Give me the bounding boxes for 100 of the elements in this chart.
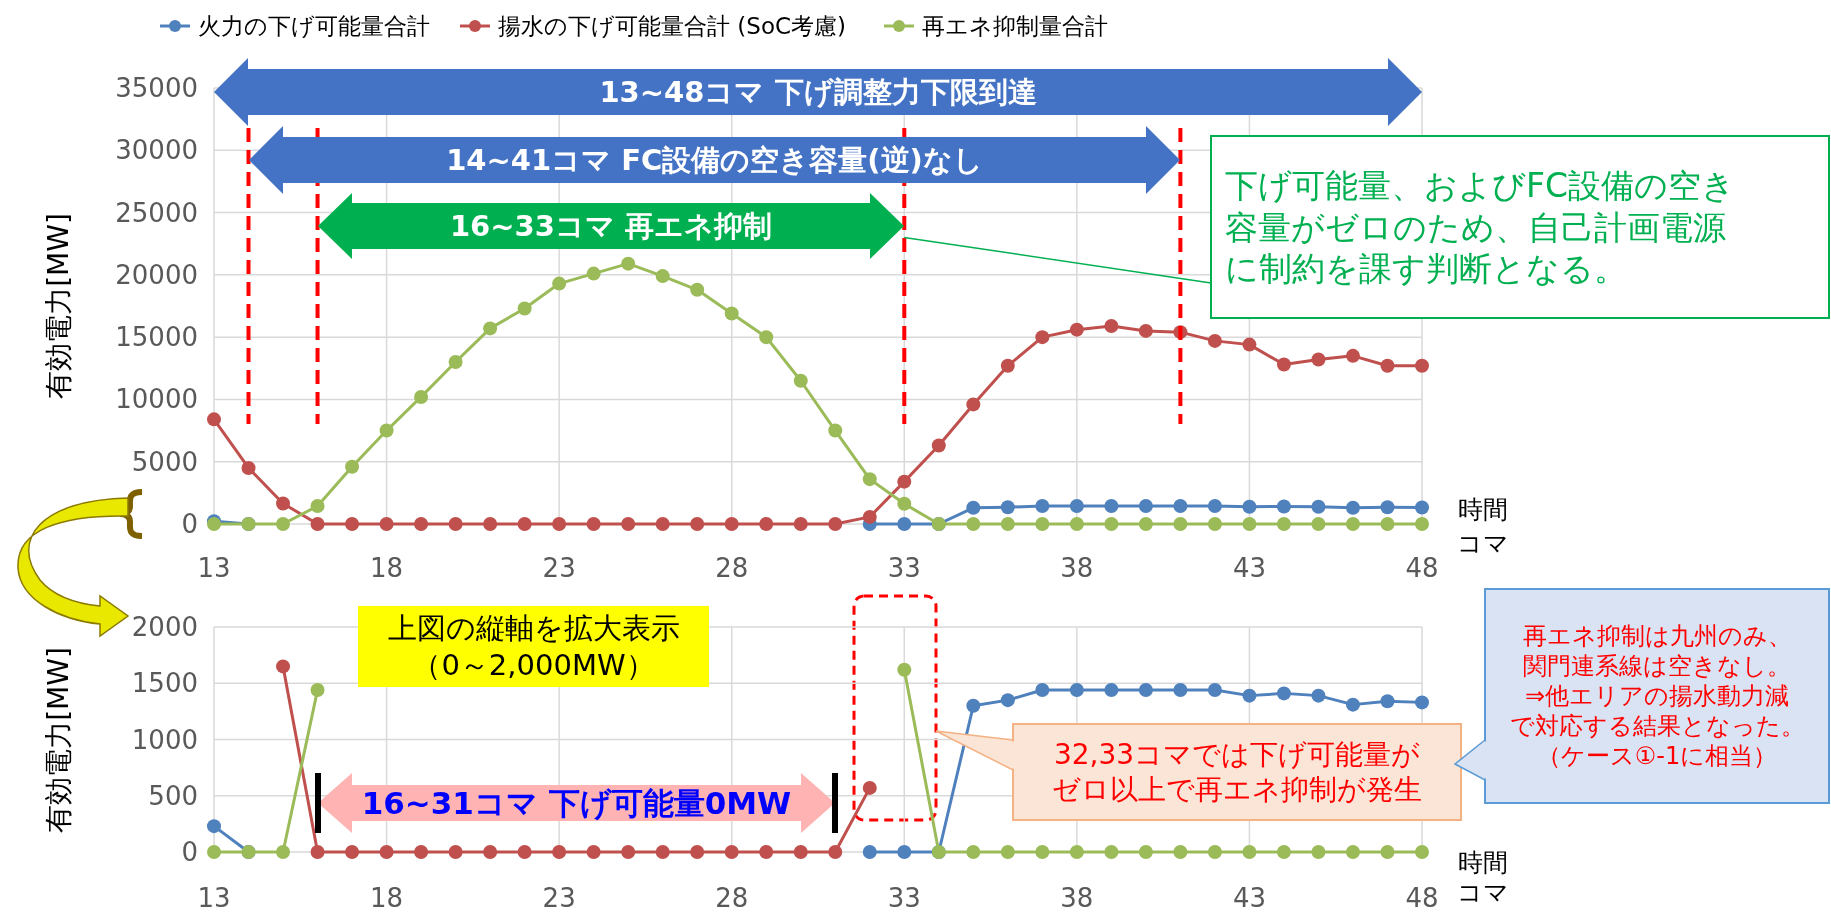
y-tick-label: 0 — [181, 837, 198, 867]
point — [552, 517, 567, 531]
point — [207, 819, 221, 834]
x-axis-title: 時間コマ — [1457, 847, 1509, 907]
point — [241, 460, 256, 475]
y-tick-label: 5000 — [131, 446, 198, 477]
legend-label: 揚水の下げ可能量合計 (SoC考慮) — [498, 13, 846, 39]
point — [1035, 330, 1050, 345]
point — [759, 845, 774, 859]
point — [1173, 683, 1188, 697]
point — [345, 459, 360, 474]
point — [1138, 517, 1153, 531]
point — [1000, 845, 1015, 859]
annotation: 上図の縦軸を拡大表示（0～2,000MW） — [387, 611, 680, 682]
point — [966, 698, 981, 713]
point — [276, 517, 291, 531]
annotation: 16~31コマ 下げ可能量0MW — [361, 785, 792, 821]
point — [483, 321, 498, 336]
point — [1242, 845, 1257, 859]
point — [1345, 500, 1360, 515]
point — [1380, 845, 1395, 859]
point — [1000, 500, 1015, 515]
point — [1069, 683, 1084, 697]
legend-label: 火力の下げ可能量合計 — [198, 13, 430, 39]
point — [931, 438, 946, 453]
point — [448, 517, 463, 531]
y-tick-label: 0 — [181, 509, 198, 539]
point — [966, 397, 981, 412]
point — [379, 845, 394, 859]
point — [862, 780, 877, 795]
point — [655, 845, 670, 859]
point — [552, 276, 567, 291]
point — [1380, 694, 1395, 709]
x-axis-title: 時間コマ — [1457, 494, 1509, 558]
point — [1104, 845, 1119, 859]
point — [483, 517, 498, 531]
point — [207, 845, 221, 859]
point — [1276, 845, 1291, 859]
point — [1311, 517, 1326, 531]
y-tick-label: 1500 — [131, 668, 198, 699]
point — [1380, 517, 1395, 531]
point — [621, 256, 636, 271]
x-tick-label: 18 — [370, 553, 404, 583]
point — [1311, 499, 1326, 514]
point — [379, 423, 394, 438]
y-axis-title: 有効電力[MW] — [41, 213, 75, 399]
y-tick-label: 500 — [148, 780, 198, 811]
point — [1035, 845, 1050, 859]
point — [759, 330, 774, 345]
y-tick-label: 25000 — [115, 197, 198, 228]
point — [1000, 517, 1015, 531]
point — [345, 517, 360, 531]
point — [586, 845, 601, 859]
point — [586, 517, 601, 531]
point — [1207, 845, 1222, 859]
point — [828, 423, 843, 438]
point — [897, 662, 912, 677]
point — [1000, 358, 1015, 373]
point — [1276, 686, 1291, 701]
point — [1276, 517, 1291, 531]
x-tick-label: 38 — [1060, 883, 1094, 912]
point — [1242, 499, 1257, 514]
point — [1207, 499, 1222, 514]
point — [1104, 318, 1119, 333]
point — [310, 845, 325, 859]
y-tick-label: 35000 — [115, 73, 198, 103]
point — [1173, 845, 1188, 859]
point — [724, 306, 739, 321]
point — [1207, 683, 1222, 697]
y-axis-title: 有効電力[MW] — [41, 647, 75, 833]
point — [1104, 683, 1119, 697]
point — [1415, 500, 1429, 515]
point — [1138, 323, 1153, 338]
point — [1311, 352, 1326, 367]
point — [1311, 688, 1326, 703]
point — [1173, 499, 1188, 514]
point — [655, 269, 670, 284]
point — [724, 845, 739, 859]
point — [897, 517, 912, 531]
point — [690, 517, 705, 531]
x-tick-label: 33 — [887, 553, 921, 583]
point — [310, 499, 325, 514]
x-tick-label: 48 — [1405, 553, 1439, 583]
point — [724, 517, 739, 531]
point — [1035, 517, 1050, 531]
point — [276, 845, 291, 859]
x-tick-label: 18 — [370, 883, 404, 912]
annotation: 13~48コマ 下げ調整力下限到達 — [599, 75, 1037, 109]
point — [1345, 845, 1360, 859]
point — [276, 659, 291, 674]
point — [1069, 499, 1084, 514]
y-tick-label: 20000 — [115, 259, 198, 290]
point — [1311, 845, 1326, 859]
point — [1242, 517, 1257, 531]
point — [862, 472, 877, 487]
point — [1069, 845, 1084, 859]
point — [414, 389, 429, 404]
point — [379, 517, 394, 531]
point — [1173, 517, 1188, 531]
x-tick-label: 43 — [1232, 883, 1266, 912]
